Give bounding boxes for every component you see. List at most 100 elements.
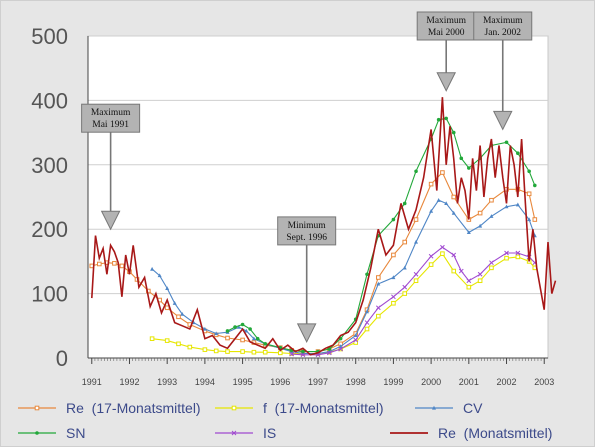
data-point (176, 341, 181, 347)
data-point (240, 349, 245, 354)
plot-area (87, 35, 549, 359)
x-tick-label: 1997 (308, 377, 328, 387)
data-point (327, 347, 332, 351)
series-line (291, 246, 536, 356)
series-3 (225, 116, 537, 354)
data-point (255, 336, 260, 341)
data-point (440, 244, 445, 250)
data-point (516, 151, 520, 156)
x-tick-label: 1994 (195, 377, 215, 387)
x-tick-label: 2000 (421, 377, 441, 387)
legend-item: f (17-Monatsmittel) (215, 400, 384, 416)
data-point (97, 261, 102, 267)
legend-item: SN (18, 425, 85, 441)
data-point (391, 217, 396, 222)
data-point (338, 344, 343, 349)
data-point (338, 346, 343, 352)
data-point (489, 214, 494, 218)
data-point (112, 261, 117, 266)
legend-item: IS (215, 425, 276, 441)
x-tick-label: 1993 (157, 377, 177, 387)
x-tick-label: 2003 (534, 377, 554, 387)
legend-item: Re (Monatsmittel) (390, 425, 552, 441)
data-point (353, 333, 358, 338)
data-point (157, 273, 162, 278)
data-point (432, 405, 436, 410)
series-lines (89, 97, 557, 358)
data-point (428, 253, 434, 259)
data-point (225, 329, 230, 333)
annotation-arrow-head (492, 110, 513, 131)
data-point (172, 301, 177, 305)
data-point (444, 116, 448, 121)
series-line (151, 199, 536, 355)
data-point (262, 349, 268, 355)
legend-swatch (390, 432, 428, 434)
data-point (365, 272, 369, 277)
data-point (466, 284, 472, 290)
data-point (202, 347, 208, 352)
data-point (214, 331, 219, 336)
x-tick-label: 1996 (270, 377, 290, 387)
data-point (489, 260, 494, 266)
annotation-text: Maximum (91, 108, 131, 118)
data-point (176, 314, 181, 320)
x-tick-label: 1991 (82, 377, 102, 387)
annotation-text: Jan. 2002 (485, 28, 522, 38)
annotation-2: Maximum Mai 2000 (416, 11, 476, 92)
data-point (402, 265, 407, 270)
data-point (504, 140, 509, 145)
legend-label: CV (463, 400, 483, 416)
data-point (428, 262, 434, 267)
data-point (391, 294, 396, 300)
data-point (526, 191, 532, 197)
annotation-text: Sept. 1996 (286, 233, 327, 243)
x-tick-label: 2002 (497, 377, 517, 387)
data-point (429, 208, 434, 213)
data-point (251, 349, 257, 355)
data-point (376, 281, 381, 286)
data-point (489, 265, 494, 271)
data-point (402, 201, 407, 206)
series-line (91, 97, 557, 356)
x-axis-ticks: 1991 1992 1993 1994 1995 1996 1997 1998 1999 2000… (82, 358, 554, 387)
data-point (477, 278, 483, 284)
data-point (504, 255, 509, 261)
data-point (34, 405, 40, 411)
data-point (251, 336, 256, 341)
data-point (225, 335, 230, 341)
legend-swatch (18, 431, 56, 435)
data-point (451, 194, 457, 200)
data-point (180, 312, 185, 316)
data-point (364, 320, 370, 325)
data-point (391, 275, 396, 280)
legend-swatch (215, 405, 253, 411)
data-point (364, 326, 370, 332)
legend-item: CV (415, 400, 482, 416)
data-point (300, 352, 306, 358)
series-5 (91, 97, 557, 356)
data-point (477, 271, 483, 277)
data-point (213, 348, 219, 354)
data-point (391, 252, 396, 258)
data-point (164, 305, 170, 311)
annotation-text: Maximum (426, 16, 466, 26)
data-point (326, 350, 332, 356)
y-tick-label: 400 (31, 88, 68, 113)
data-point (436, 117, 441, 122)
data-point (376, 275, 381, 280)
data-point (202, 326, 207, 331)
data-point (413, 217, 419, 222)
data-point (263, 342, 268, 346)
annotation-3: Maximum Jan. 2002 (473, 11, 533, 131)
series-4 (289, 244, 538, 358)
annotation-box (81, 103, 141, 133)
data-point (413, 278, 419, 284)
legend-label: Re (17-Monatsmittel) (66, 400, 201, 416)
data-point (440, 251, 445, 256)
data-point (527, 169, 531, 174)
data-point (165, 286, 170, 291)
data-point (35, 431, 39, 435)
